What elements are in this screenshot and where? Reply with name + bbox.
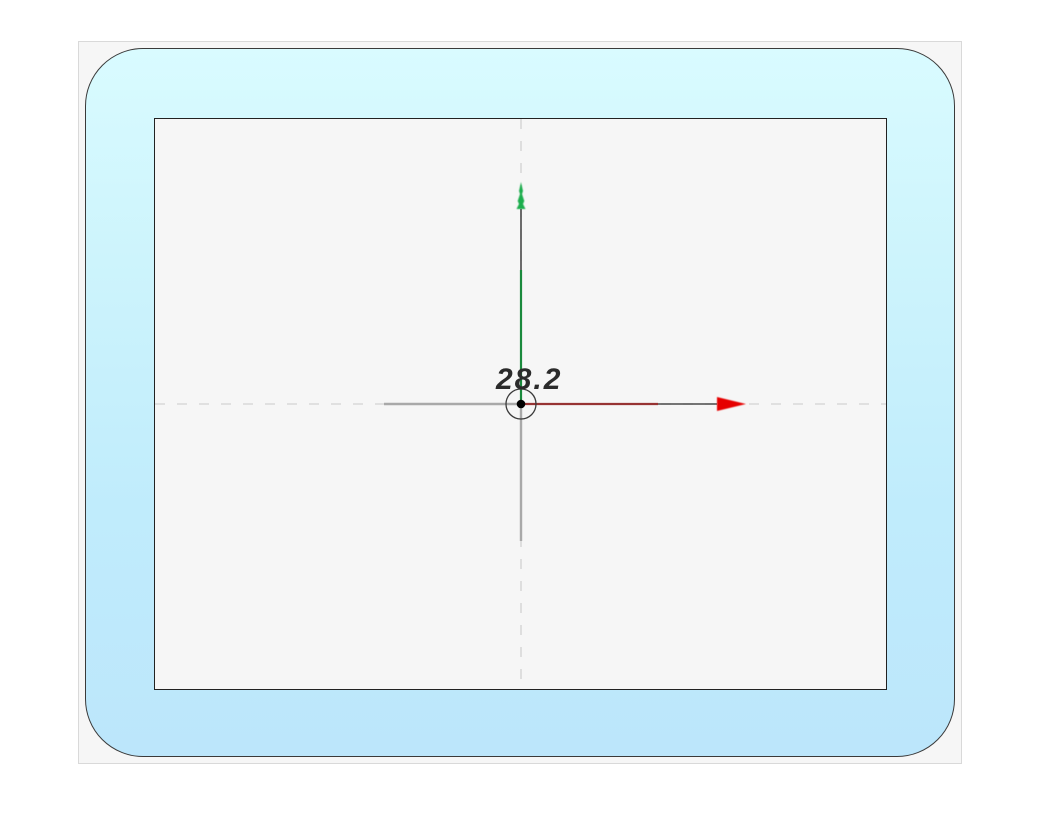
svg-text:28.2: 28.2	[495, 363, 562, 396]
